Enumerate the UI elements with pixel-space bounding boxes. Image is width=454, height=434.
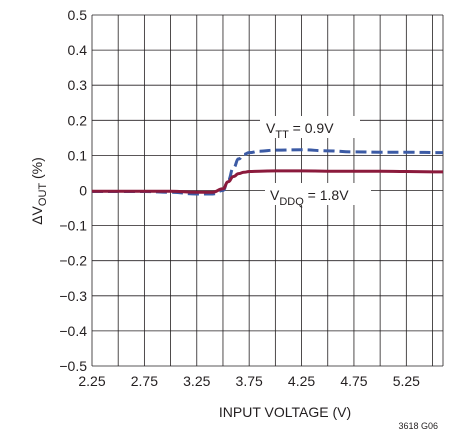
series-line-1 <box>92 169 444 194</box>
y-tick-label: 0 <box>79 183 87 199</box>
y-tick-label: −0.1 <box>59 218 87 234</box>
series-line-0 <box>92 148 444 196</box>
y-tick-label: 0.3 <box>68 77 88 93</box>
x-tick-label: 4.25 <box>288 373 315 389</box>
x-tick-label: 2.75 <box>131 373 158 389</box>
y-tick-label: 0.1 <box>68 147 88 163</box>
y-axis-title: ΔVOUT (%) <box>29 157 49 225</box>
series-label-vtt: VTT = 0.9V <box>260 116 360 141</box>
x-tick-label: 3.25 <box>183 373 210 389</box>
series-label-vtt-text: VTT = 0.9V <box>266 120 334 141</box>
x-tick-label: 2.25 <box>78 373 105 389</box>
y-tick-labels: 0.5 0.4 0.3 0.2 0.1 0 −0.1 −0.2 −0.3 −0.4 −0.5 <box>59 7 87 374</box>
series-label-vtt-bg <box>260 116 360 138</box>
series-layer <box>92 148 444 196</box>
series-label-vddq: VDDQ = 1.8V <box>265 183 371 208</box>
y-tick-label: 0.4 <box>68 42 88 58</box>
series-label-vddq-bg <box>265 183 371 205</box>
y-tick-label: −0.4 <box>59 323 87 339</box>
x-tick-label: 3.75 <box>236 373 263 389</box>
x-tick-labels: 2.25 2.75 3.25 3.75 4.25 4.75 5.25 <box>78 373 420 389</box>
series-label-vddq-text: VDDQ = 1.8V <box>270 187 349 208</box>
y-tick-label: −0.3 <box>59 288 87 304</box>
y-tick-label: 0.5 <box>68 7 88 23</box>
y-tick-label: 0.2 <box>68 112 88 128</box>
x-tick-label: 4.75 <box>340 373 367 389</box>
x-tick-label: 5.25 <box>393 373 420 389</box>
y-tick-label: −0.2 <box>59 253 87 269</box>
x-axis-title: INPUT VOLTAGE (V) <box>219 404 351 420</box>
y-tick-label: −0.5 <box>59 358 87 374</box>
figure-code: 3618 G06 <box>398 421 438 431</box>
